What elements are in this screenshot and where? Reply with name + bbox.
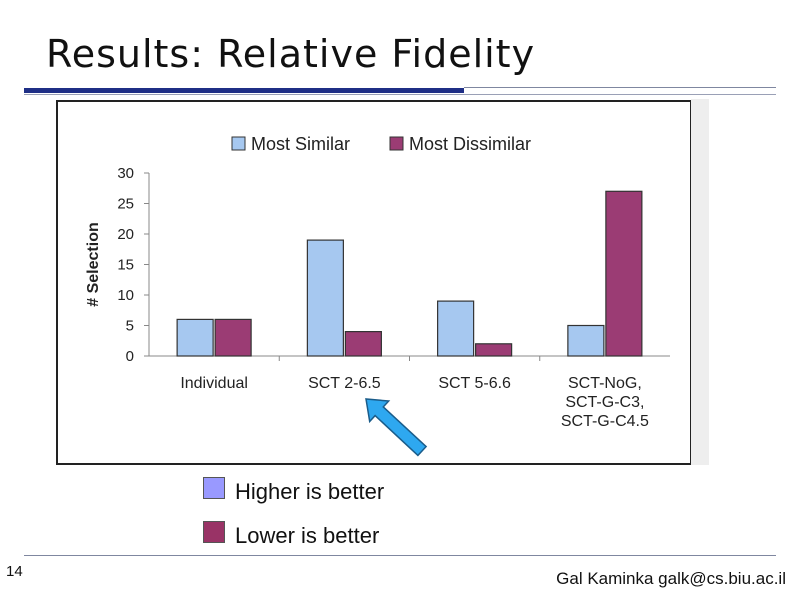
slide-title: Results: Relative Fidelity <box>46 32 536 76</box>
y-tick-label: 5 <box>126 318 134 335</box>
bar-most-dissimilar <box>475 343 513 357</box>
legend-swatch <box>231 136 246 151</box>
chart-image: 0 5 10 15 20 25 30 # Selection Individual SCT 2-6… <box>56 99 709 465</box>
chart-image-margin <box>691 99 709 465</box>
x-tick-label: SCT-G-C4.5 <box>561 413 649 430</box>
bar-chart: 0 5 10 15 20 25 30 # Selection Individual SCT 2-6… <box>56 99 709 465</box>
title-rule-thin <box>464 87 776 88</box>
y-tick-label: 10 <box>117 287 134 304</box>
legend-note-lower-label: Lower is better <box>235 523 380 548</box>
y-axis-label: # Selection <box>85 222 102 306</box>
x-tick-label: SCT 2-6.5 <box>308 375 381 392</box>
legend-label: Most Similar <box>251 134 350 154</box>
legend-label: Most Dissimilar <box>409 134 531 154</box>
footer-rule <box>24 555 776 556</box>
y-tick-label: 20 <box>117 226 134 243</box>
bar-most-similar <box>306 239 344 357</box>
y-tick-label: 15 <box>117 257 134 274</box>
legend-note-lower-swatch <box>203 521 225 543</box>
x-tick-label: SCT-G-C3, <box>565 394 644 411</box>
bar-most-dissimilar <box>344 331 382 357</box>
x-tick-label: SCT-NoG, <box>568 375 642 392</box>
y-tick-label: 25 <box>117 196 134 213</box>
legend-note-higher-swatch <box>203 477 225 499</box>
footer-text: Gal Kaminka galk@cs.biu.ac.il <box>556 569 786 588</box>
legend-swatch <box>389 136 404 151</box>
title-rule-underline <box>24 94 776 95</box>
page-number: 14 <box>6 563 23 580</box>
bar-most-dissimilar <box>605 190 643 357</box>
annotation-arrow-shape <box>365 398 428 457</box>
annotation-arrow <box>365 398 428 457</box>
y-tick-label: 0 <box>126 348 134 365</box>
title-rule-thick <box>24 88 464 93</box>
bar-most-similar <box>176 318 214 357</box>
legend-note-higher-label: Higher is better <box>235 479 385 504</box>
x-tick-label: Individual <box>180 375 248 392</box>
bar-most-similar <box>437 300 475 357</box>
x-tick-label: SCT 5-6.6 <box>438 375 511 392</box>
y-tick-label: 30 <box>117 165 134 182</box>
bar-most-dissimilar <box>214 318 252 357</box>
bar-most-similar <box>567 324 605 357</box>
